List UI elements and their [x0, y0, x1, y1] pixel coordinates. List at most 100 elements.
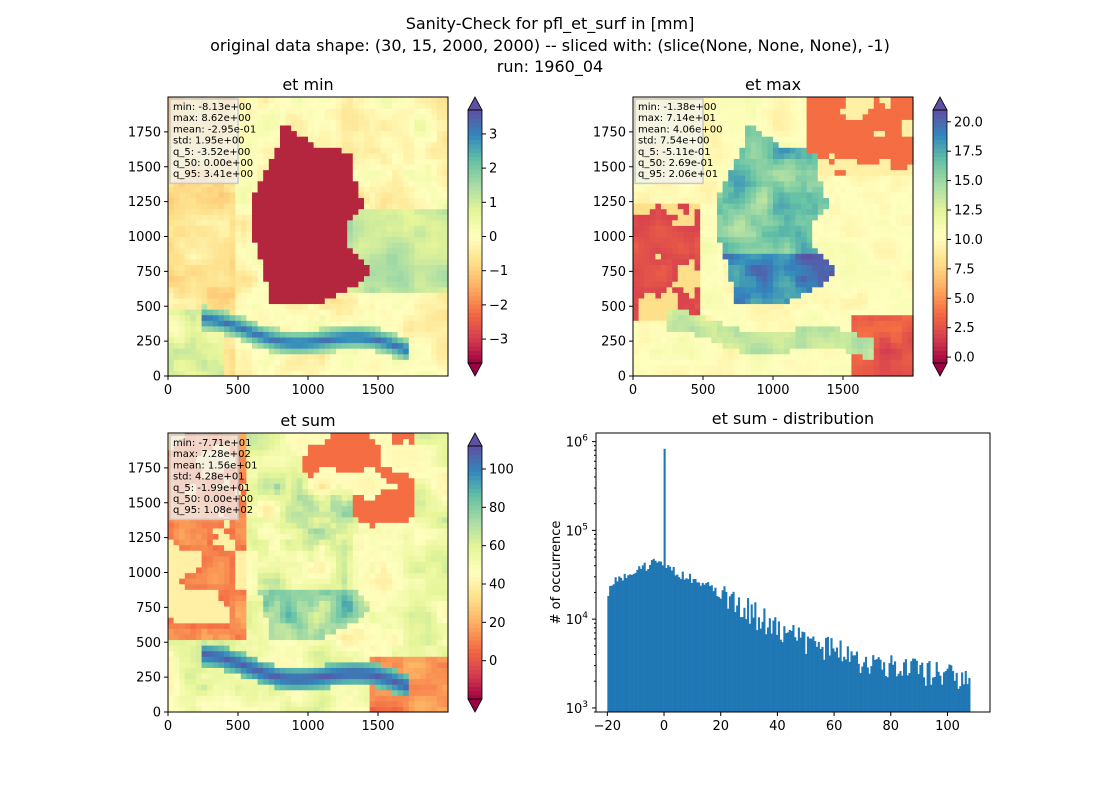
colorbar-segment	[468, 568, 482, 574]
colorbar-segment	[468, 206, 482, 212]
colorbar-tick-label: 80	[489, 501, 506, 516]
histogram-bar	[872, 655, 875, 712]
colorbar-segment	[933, 346, 947, 351]
histogram-bar	[944, 671, 947, 712]
y-tick-label: 0	[618, 370, 626, 385]
colorbar-segment	[933, 126, 947, 132]
histogram-bar	[687, 579, 690, 712]
colorbar-segment	[468, 325, 482, 330]
subplot-title: et max	[745, 75, 801, 94]
colorbar-segment	[468, 316, 482, 322]
histogram-bar	[698, 582, 701, 712]
colorbar-segment	[468, 228, 482, 233]
histogram-bar	[857, 663, 860, 712]
stats-line: q_95: 2.06e+01	[638, 169, 718, 180]
colorbar-segment	[468, 462, 482, 468]
stats-line: q_50: 0.00e+00	[173, 158, 253, 169]
histogram-bar	[830, 638, 833, 712]
histogram-bar	[821, 646, 824, 712]
histogram-bar	[725, 591, 728, 712]
histogram-bar	[874, 659, 877, 712]
colorbar-segment	[468, 219, 482, 225]
histogram-bar	[846, 646, 849, 712]
y-tick-label: 750	[136, 601, 161, 616]
colorbar-segment	[933, 110, 947, 115]
histogram-panel: et sum - distribution # of occurrence −20 0…	[549, 409, 991, 734]
colorbar-tick-label: 0.0	[954, 351, 975, 366]
x-tick-label: 1500	[361, 383, 394, 398]
colorbar-segment	[468, 287, 482, 292]
histogram-bar	[850, 651, 853, 712]
histogram-bar	[890, 655, 893, 712]
colorbar-segment	[468, 665, 482, 671]
colorbar-segment	[468, 257, 482, 263]
stats-line: q_50: 0.00e+00	[173, 494, 253, 505]
histogram-bar	[776, 634, 779, 712]
colorbar-tick-label: 20	[489, 616, 506, 631]
colorbar-segment	[468, 517, 482, 523]
colorbar-segment	[933, 211, 947, 217]
histogram-bar	[817, 641, 820, 712]
histogram-bar	[650, 560, 653, 712]
histogram-bar	[903, 662, 906, 712]
histogram-bar	[659, 561, 663, 712]
x-tick-label: 100	[935, 719, 960, 734]
histogram-bar	[953, 680, 956, 712]
colorbar-segment	[468, 652, 482, 658]
histogram-bar	[888, 663, 891, 712]
histogram-bar	[770, 633, 773, 712]
histogram-bar	[639, 568, 643, 712]
colorbar-segment	[468, 483, 482, 489]
histogram-bar	[627, 575, 630, 712]
histogram-bar	[786, 632, 790, 712]
colorbar-segment	[468, 249, 482, 254]
y-tick-label: 104	[566, 611, 589, 628]
stats-line: min: -1.38e+00	[638, 102, 717, 113]
y-tick-label: 1500	[593, 160, 626, 175]
colorbar-segment	[468, 114, 482, 120]
colorbar-segment	[468, 513, 482, 519]
colorbar-tick-label: 100	[489, 463, 514, 478]
colorbar-segment	[468, 181, 482, 187]
y-tick-label: 1750	[593, 125, 626, 140]
histogram-bar	[834, 651, 837, 712]
colorbar-segment	[468, 559, 482, 565]
histogram-bar	[710, 585, 713, 712]
y-tick-label: 106	[566, 434, 589, 451]
histogram-bar	[683, 579, 686, 712]
colorbar-tick-label: 15.0	[954, 174, 983, 189]
colorbar-segment	[933, 215, 947, 221]
y-tick-label: 1750	[128, 125, 161, 140]
y-tick-label: 103	[566, 700, 588, 717]
figure-title-line-1: Sanity-Check for pfl_et_surf in [mm]	[405, 14, 695, 33]
colorbar-tick-label: 2.5	[954, 321, 975, 336]
heatmap-panel-0: et min 0 500 1000 1500 0 250 500 750 1000 1250 1500…	[128, 75, 508, 398]
colorbar-segment	[468, 232, 482, 238]
colorbar-segment	[468, 320, 482, 326]
y-tick-label: 1000	[128, 566, 161, 581]
colorbar-segment	[468, 299, 482, 305]
colorbar-segment	[933, 122, 947, 128]
colorbar-segment	[468, 521, 482, 527]
y-tick-label: 1250	[128, 531, 161, 546]
colorbar-segment	[468, 143, 482, 149]
colorbar-segment	[933, 114, 947, 120]
colorbar-segment	[933, 206, 947, 212]
y-tick-label: 1250	[593, 195, 626, 210]
colorbar-tick-label: −2	[489, 298, 508, 313]
colorbar-segment	[468, 169, 482, 174]
histogram-bar	[712, 591, 715, 712]
colorbar-tick-label: 0	[489, 654, 497, 669]
subplot-title: et sum	[280, 411, 335, 430]
histogram-bar	[701, 582, 704, 712]
x-tick-label: −20	[594, 719, 621, 734]
colorbar-extend-min	[467, 362, 483, 377]
stats-line: std: 4.28e+01	[173, 472, 245, 483]
colorbar-segment	[468, 585, 482, 590]
colorbar-segment	[933, 236, 947, 242]
stats-line: q_5: -3.52e+00	[173, 147, 250, 158]
histogram-bar	[647, 569, 650, 712]
colorbar-segment	[468, 576, 482, 582]
colorbar-segment	[468, 623, 482, 628]
histogram-bar	[643, 562, 646, 712]
